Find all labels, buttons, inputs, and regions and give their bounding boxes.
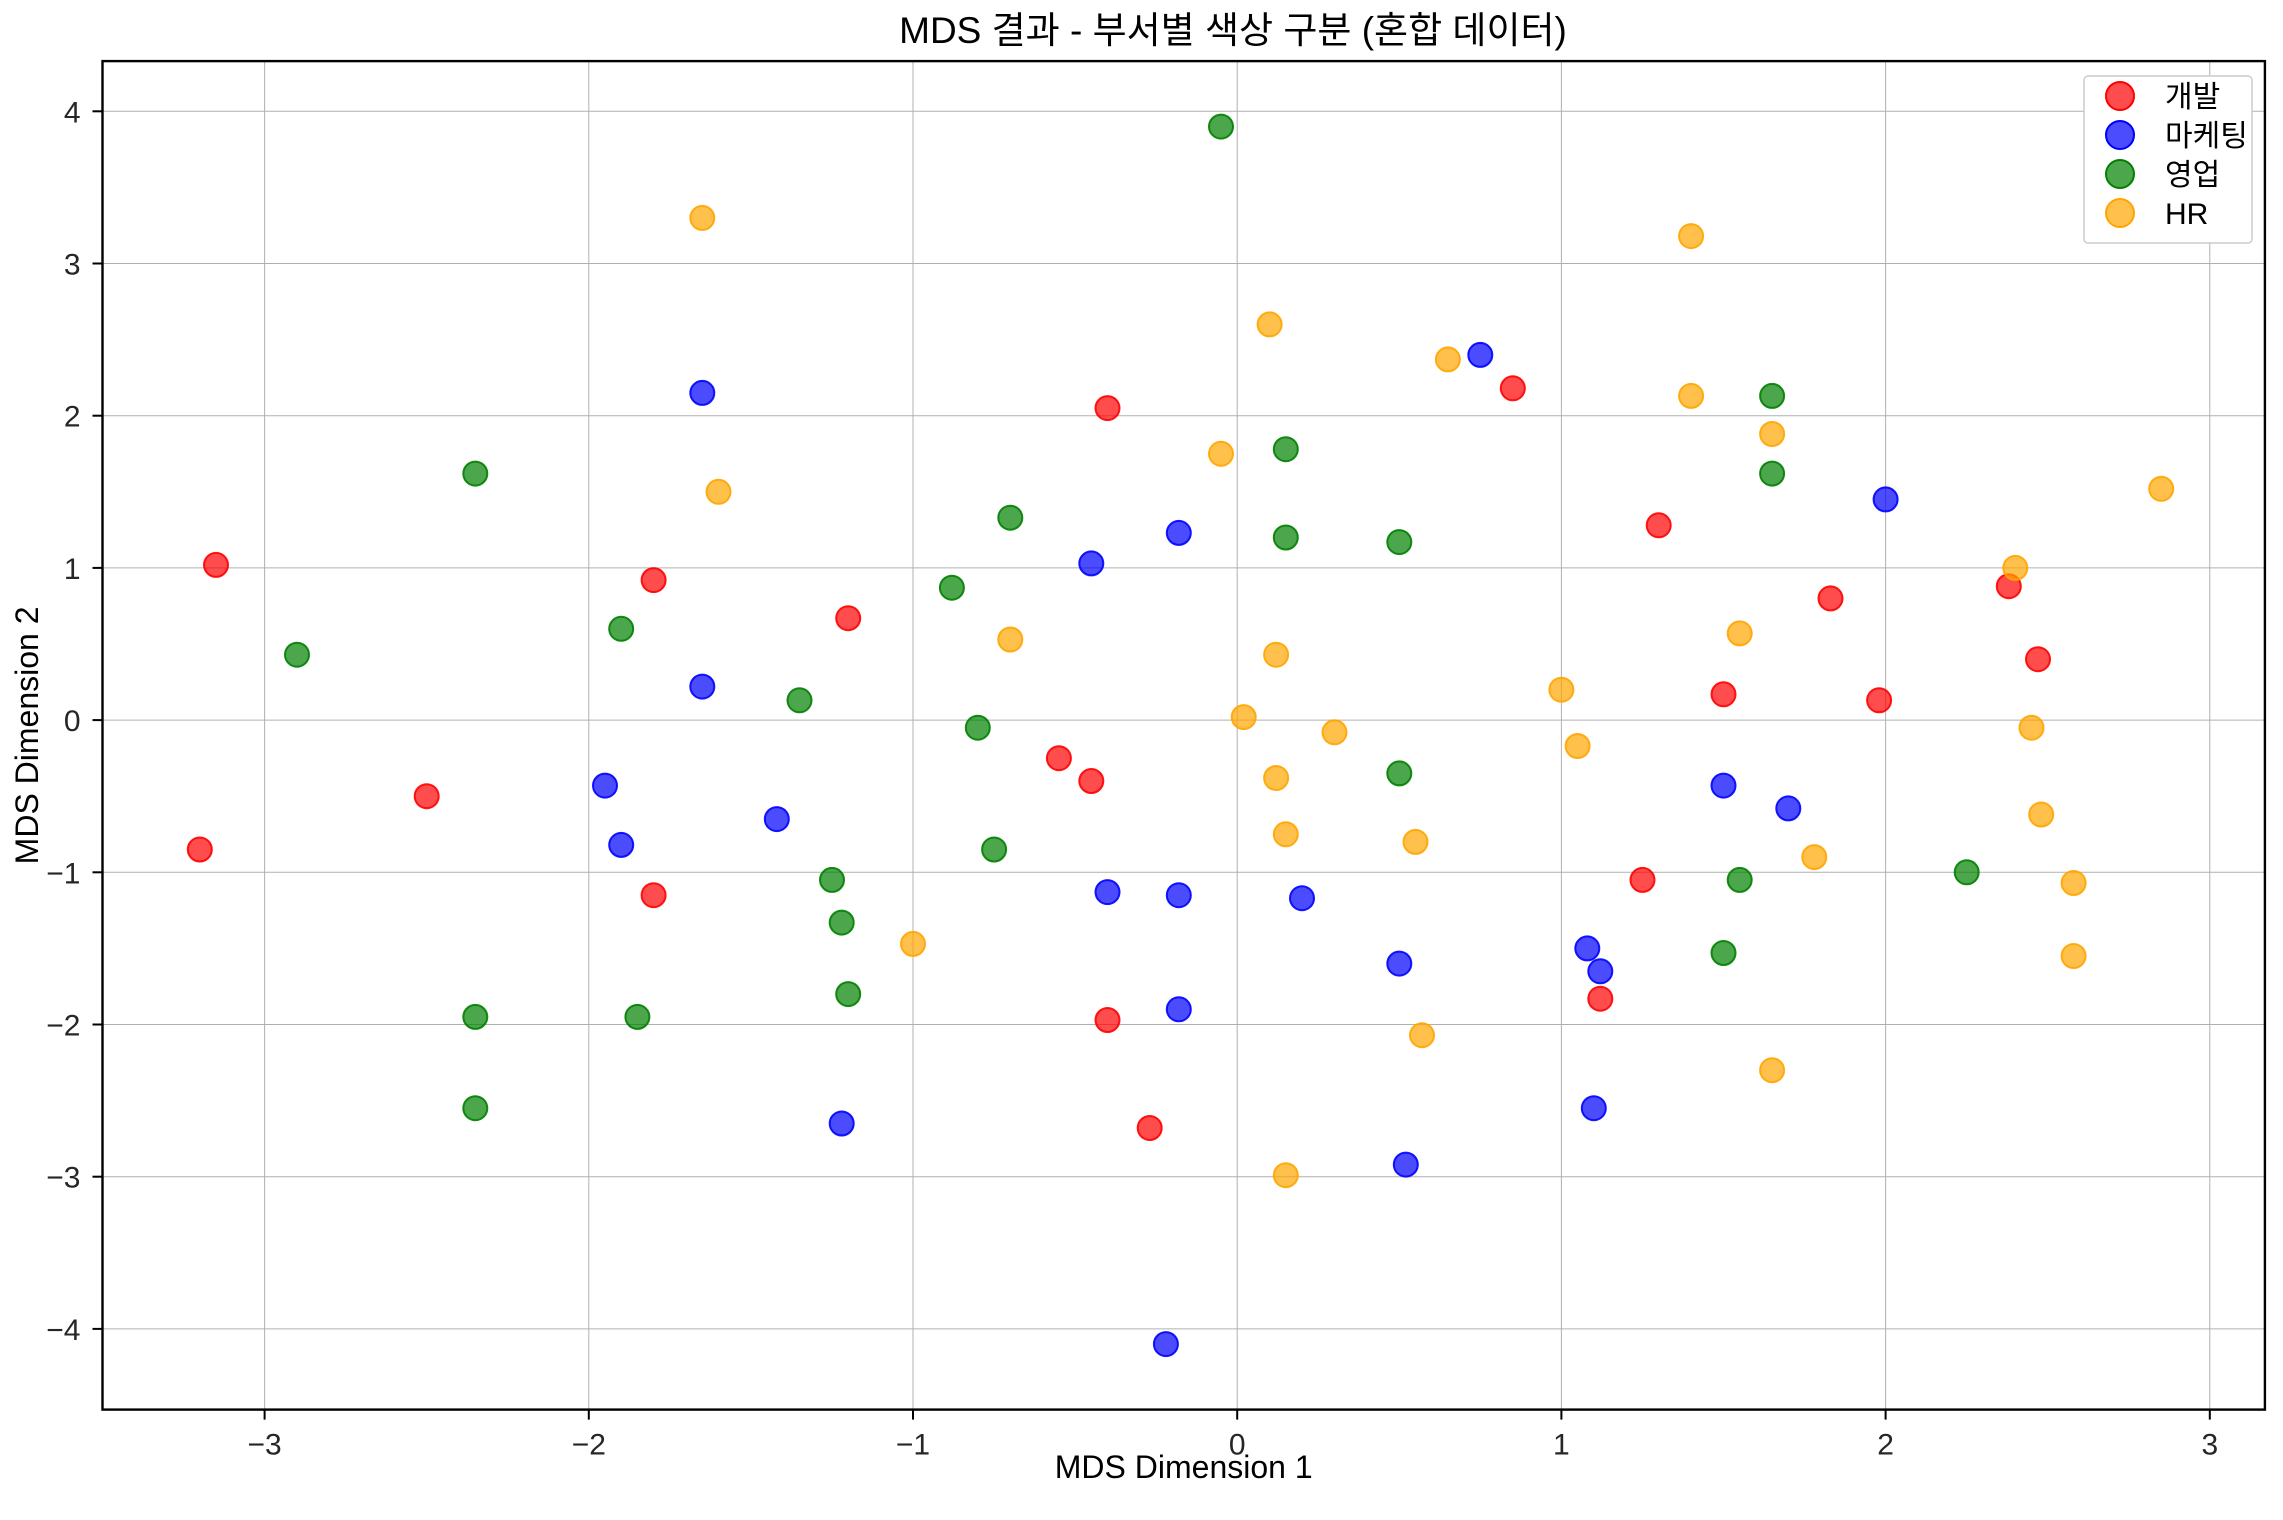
svg-text:3: 3 [64,249,81,282]
svg-text:MDS 결과 - 부서별 색상 구분 (혼합 데이터): MDS 결과 - 부서별 색상 구분 (혼합 데이터) [899,10,1567,51]
svg-text:−3: −3 [46,1162,80,1195]
svg-text:1: 1 [64,553,81,586]
svg-text:−3: −3 [247,1429,281,1462]
svg-text:MDS Dimension 2: MDS Dimension 2 [9,606,45,864]
svg-text:−1: −1 [46,857,80,890]
svg-text:마케팅: 마케팅 [2165,120,2248,153]
svg-text:HR: HR [2165,198,2208,231]
svg-text:MDS Dimension 1: MDS Dimension 1 [1055,1449,1313,1485]
svg-text:개발: 개발 [2165,81,2220,114]
svg-text:−2: −2 [46,1010,80,1043]
svg-text:4: 4 [64,96,81,129]
svg-text:2: 2 [64,401,81,434]
svg-text:0: 0 [64,705,81,738]
svg-text:−2: −2 [572,1429,606,1462]
svg-text:1: 1 [1553,1429,1570,1462]
svg-text:−4: −4 [46,1314,80,1347]
svg-text:2: 2 [1877,1429,1894,1462]
svg-text:3: 3 [2201,1429,2218,1462]
svg-text:영업: 영업 [2165,159,2220,192]
svg-text:−1: −1 [896,1429,930,1462]
